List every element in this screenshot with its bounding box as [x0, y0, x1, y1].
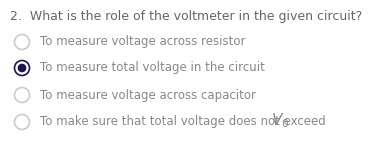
Text: To measure voltage across resistor: To measure voltage across resistor — [40, 35, 245, 49]
Circle shape — [14, 34, 30, 50]
Text: 2.  What is the role of the voltmeter in the given circuit?: 2. What is the role of the voltmeter in … — [10, 10, 362, 23]
Text: To measure voltage across capacitor: To measure voltage across capacitor — [40, 88, 256, 101]
Circle shape — [18, 64, 27, 72]
Circle shape — [14, 60, 30, 75]
Text: To measure total voltage in the circuit: To measure total voltage in the circuit — [40, 62, 265, 75]
Text: $V_0$: $V_0$ — [271, 112, 290, 130]
Text: To make sure that total voltage does not exceed: To make sure that total voltage does not… — [40, 116, 330, 129]
Circle shape — [14, 114, 30, 129]
Circle shape — [14, 88, 30, 103]
